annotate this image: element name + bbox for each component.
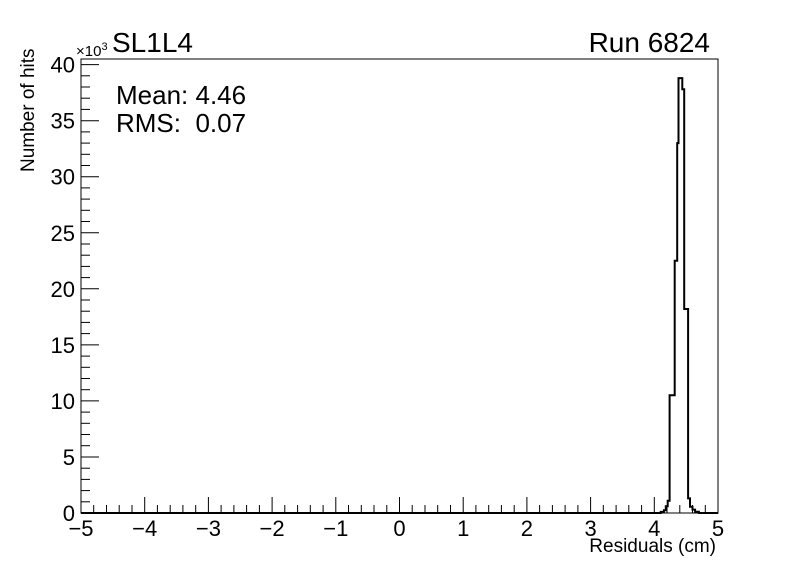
y-axis-title: Number of hits — [18, 48, 39, 172]
x-axis-title: Residuals (cm) — [589, 536, 716, 557]
y-axis-minor-ticks — [81, 75, 90, 503]
svg-text:20: 20 — [51, 277, 75, 302]
svg-text:25: 25 — [51, 221, 75, 246]
svg-text:0: 0 — [63, 501, 75, 526]
svg-text:5: 5 — [712, 516, 724, 541]
y-axis-multiplier-exponent: 3 — [101, 41, 108, 53]
svg-text:15: 15 — [51, 333, 75, 358]
rms-value: RMS: 0.07 — [116, 108, 247, 138]
svg-text:3: 3 — [584, 516, 596, 541]
x-axis-tick-labels: −5 −4 −3 −2 −1 0 1 2 3 4 5 — [68, 516, 724, 541]
histogram-step-line — [81, 77, 718, 514]
mean-value: Mean: 4.46 — [116, 80, 247, 110]
y-axis-multiplier-base: ×10 — [76, 43, 102, 60]
svg-text:−3: −3 — [196, 516, 221, 541]
stats-box: Mean: 4.46 RMS: 0.07 — [116, 81, 246, 137]
svg-text:−2: −2 — [260, 516, 285, 541]
svg-text:30: 30 — [51, 165, 75, 190]
svg-text:−1: −1 — [323, 516, 348, 541]
svg-text:2: 2 — [521, 516, 533, 541]
svg-text:1: 1 — [457, 516, 469, 541]
plot-title: SL1L4 — [112, 27, 193, 58]
svg-text:4: 4 — [648, 516, 660, 541]
svg-text:35: 35 — [51, 109, 75, 134]
run-number-label: Run 6824 — [588, 27, 710, 58]
svg-text:−4: −4 — [132, 516, 157, 541]
svg-text:10: 10 — [51, 389, 75, 414]
svg-text:40: 40 — [51, 53, 75, 78]
x-axis-minor-ticks — [93, 505, 706, 513]
y-axis-tick-labels: 0 5 10 15 20 25 30 35 40 — [51, 53, 75, 526]
x-axis-major-ticks — [80, 497, 719, 513]
svg-text:0: 0 — [393, 516, 405, 541]
y-axis-multiplier: ×103 — [76, 41, 108, 60]
svg-text:−5: −5 — [68, 516, 93, 541]
svg-text:5: 5 — [63, 445, 75, 470]
